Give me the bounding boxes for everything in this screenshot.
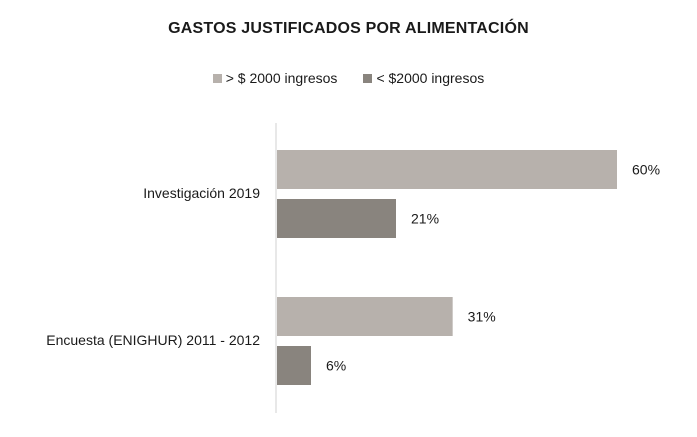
legend-swatch-high-income: [212, 73, 222, 83]
bar-low-income-1: [277, 346, 311, 385]
chart-title: GASTOS JUSTIFICADOS POR ALIMENTACIÓN: [168, 20, 529, 37]
bar-high-income-0: [277, 150, 617, 189]
legend-item-high-income: > $ 2000 ingresos: [212, 70, 338, 86]
data-label-high-income-1: 31%: [468, 309, 496, 325]
legend-label-high-income: > $ 2000 ingresos: [225, 70, 338, 86]
category-label-0: Investigación 2019: [143, 185, 260, 201]
legend-label-low-income: < $2000 ingresos: [376, 70, 485, 86]
category-label-1: Encuesta (ENIGHUR) 2011 - 2012: [46, 332, 260, 348]
data-label-high-income-0: 60%: [632, 162, 660, 178]
legend-item-low-income: < $2000 ingresos: [363, 70, 484, 86]
data-label-low-income-0: 21%: [411, 211, 439, 227]
bar-high-income-1: [277, 297, 453, 336]
legend: > $ 2000 ingresos < $2000 ingresos: [0, 70, 697, 86]
data-label-low-income-1: 6%: [326, 358, 346, 374]
legend-swatch-low-income: [363, 73, 373, 83]
bar-low-income-0: [277, 199, 396, 238]
